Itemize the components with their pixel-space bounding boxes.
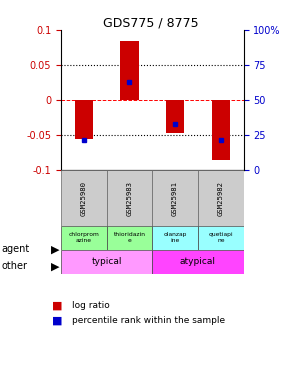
Bar — [75, 100, 93, 139]
Text: percentile rank within the sample: percentile rank within the sample — [72, 316, 226, 325]
Bar — [61, 170, 106, 226]
Bar — [212, 100, 230, 160]
Text: ▶: ▶ — [51, 244, 59, 254]
Text: log ratio: log ratio — [72, 301, 110, 310]
Bar — [106, 170, 152, 226]
Text: agent: agent — [1, 244, 30, 254]
Text: ■: ■ — [52, 301, 63, 310]
Text: ■: ■ — [52, 316, 63, 326]
Text: olanzap
ine: olanzap ine — [163, 232, 187, 243]
Text: atypical: atypical — [180, 257, 216, 266]
Text: GSM25982: GSM25982 — [218, 180, 224, 216]
Text: GSM25980: GSM25980 — [81, 180, 87, 216]
Text: quetiapi
ne: quetiapi ne — [209, 232, 233, 243]
Bar — [152, 250, 244, 274]
Text: thioridazin
e: thioridazin e — [113, 232, 145, 243]
Text: other: other — [1, 261, 28, 271]
Bar — [198, 170, 244, 226]
Text: GSM25983: GSM25983 — [126, 180, 133, 216]
Bar — [106, 226, 152, 250]
Text: typical: typical — [91, 257, 122, 266]
Bar — [61, 226, 106, 250]
Bar — [152, 226, 198, 250]
Bar — [198, 226, 244, 250]
Text: chlorprom
azine: chlorprom azine — [68, 232, 99, 243]
Text: GSM25981: GSM25981 — [172, 180, 178, 216]
Bar — [166, 100, 184, 133]
Bar — [152, 170, 198, 226]
Bar — [61, 250, 152, 274]
Text: GDS775 / 8775: GDS775 / 8775 — [103, 17, 199, 30]
Text: ▶: ▶ — [51, 261, 59, 271]
Bar — [120, 40, 139, 100]
